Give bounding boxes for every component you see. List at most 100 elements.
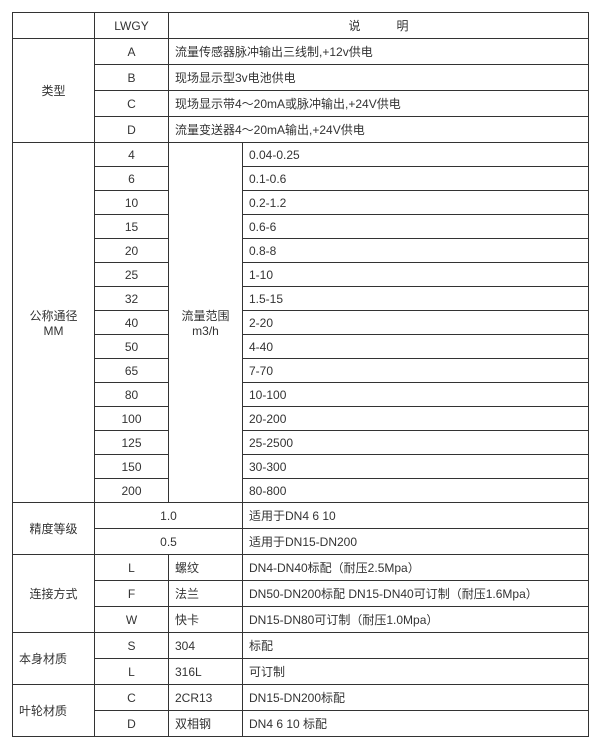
connection-row: W 快卡 DN15-DN80可订制（耐压1.0Mpa） xyxy=(13,607,589,633)
diameter-range: 30-300 xyxy=(243,455,589,479)
type-code: B xyxy=(95,65,169,91)
diameter-row: 100 20-200 xyxy=(13,407,589,431)
diameter-range: 25-2500 xyxy=(243,431,589,455)
accuracy-row: 0.5 适用于DN15-DN200 xyxy=(13,529,589,555)
connection-desc: DN15-DN80可订制（耐压1.0Mpa） xyxy=(243,607,589,633)
connection-code: F xyxy=(95,581,169,607)
diameter-range: 0.1-0.6 xyxy=(243,167,589,191)
diameter-range: 0.04-0.25 xyxy=(243,143,589,167)
body-material-code: S xyxy=(95,633,169,659)
type-desc: 流量变送器4～20mA输出,+24V供电 xyxy=(169,117,589,143)
diameter-row: 321.5-15 xyxy=(13,287,589,311)
impeller-material-type: 双相钢 xyxy=(169,711,243,737)
type-label: 类型 xyxy=(13,39,95,143)
diameter-row: 65 7-70 xyxy=(13,359,589,383)
table-header-row: LWGY 说 明 xyxy=(13,13,589,39)
header-desc: 说 明 xyxy=(169,13,589,39)
diameter-row: 6 0.1-0.6 xyxy=(13,167,589,191)
connection-desc: DN4-DN40标配（耐压2.5Mpa） xyxy=(243,555,589,581)
impeller-material-label: 叶轮材质 xyxy=(13,685,95,737)
impeller-material-code: C xyxy=(95,685,169,711)
diameter-label: 公称通径 MM xyxy=(13,143,95,503)
connection-code: L xyxy=(95,555,169,581)
diameter-label-1: 公称通径 xyxy=(19,307,88,324)
type-row: B 现场显示型3v电池供电 xyxy=(13,65,589,91)
accuracy-desc: 适用于DN4 6 10 xyxy=(243,503,589,529)
impeller-material-row: D 双相钢 DN4 6 10 标配 xyxy=(13,711,589,737)
type-code: A xyxy=(95,39,169,65)
diameter-row: 15 0.6-6 xyxy=(13,215,589,239)
body-material-desc: 标配 xyxy=(243,633,589,659)
spec-table: LWGY 说 明 类型 A 流量传感器脉冲输出三线制,+12v供电 B 现场显示… xyxy=(12,12,589,737)
body-material-desc: 可订制 xyxy=(243,659,589,685)
diameter-dn: 200 xyxy=(95,479,169,503)
connection-label: 连接方式 xyxy=(13,555,95,633)
connection-row: 连接方式 L 螺纹 DN4-DN40标配（耐压2.5Mpa） xyxy=(13,555,589,581)
range-label-1: 流量范围 xyxy=(175,307,236,324)
diameter-dn: 4 xyxy=(95,143,169,167)
diameter-dn: 125 xyxy=(95,431,169,455)
type-desc: 现场显示带4～20mA或脉冲输出,+24V供电 xyxy=(169,91,589,117)
type-row: 类型 A 流量传感器脉冲输出三线制,+12v供电 xyxy=(13,39,589,65)
impeller-material-type: 2CR13 xyxy=(169,685,243,711)
diameter-range: 20-200 xyxy=(243,407,589,431)
connection-row: F 法兰 DN50-DN200标配 DN15-DN40可订制（耐压1.6Mpa） xyxy=(13,581,589,607)
diameter-row: 8010-100 xyxy=(13,383,589,407)
connection-desc: DN50-DN200标配 DN15-DN40可订制（耐压1.6Mpa） xyxy=(243,581,589,607)
diameter-range: 7-70 xyxy=(243,359,589,383)
diameter-range: 0.6-6 xyxy=(243,215,589,239)
impeller-material-code: D xyxy=(95,711,169,737)
body-material-type: 316L xyxy=(169,659,243,685)
diameter-dn: 10 xyxy=(95,191,169,215)
diameter-dn: 25 xyxy=(95,263,169,287)
diameter-dn: 100 xyxy=(95,407,169,431)
body-material-label: 本身材质 xyxy=(13,633,95,685)
connection-type: 法兰 xyxy=(169,581,243,607)
diameter-dn: 50 xyxy=(95,335,169,359)
diameter-range: 2-20 xyxy=(243,311,589,335)
diameter-dn: 32 xyxy=(95,287,169,311)
diameter-dn: 15 xyxy=(95,215,169,239)
connection-type: 螺纹 xyxy=(169,555,243,581)
diameter-dn: 20 xyxy=(95,239,169,263)
accuracy-row: 精度等级 1.0 适用于DN4 6 10 xyxy=(13,503,589,529)
diameter-row: 50 4-40 xyxy=(13,335,589,359)
diameter-row: 125 25-2500 xyxy=(13,431,589,455)
accuracy-label: 精度等级 xyxy=(13,503,95,555)
impeller-material-desc: DN15-DN200标配 xyxy=(243,685,589,711)
header-model: LWGY xyxy=(95,13,169,39)
diameter-range: 0.8-8 xyxy=(243,239,589,263)
diameter-label-2: MM xyxy=(19,324,88,338)
type-row: D 流量变送器4～20mA输出,+24V供电 xyxy=(13,117,589,143)
diameter-row: 40 2-20 xyxy=(13,311,589,335)
body-material-row: L 316L 可订制 xyxy=(13,659,589,685)
body-material-code: L xyxy=(95,659,169,685)
accuracy-val: 1.0 xyxy=(95,503,243,529)
diameter-dn: 6 xyxy=(95,167,169,191)
header-blank xyxy=(13,13,95,39)
diameter-row: 200 80-800 xyxy=(13,479,589,503)
diameter-row: 20 0.8-8 xyxy=(13,239,589,263)
diameter-range: 80-800 xyxy=(243,479,589,503)
diameter-range: 1-10 xyxy=(243,263,589,287)
range-label-2: m3/h xyxy=(175,324,236,338)
accuracy-val: 0.5 xyxy=(95,529,243,555)
type-code: D xyxy=(95,117,169,143)
type-code: C xyxy=(95,91,169,117)
connection-type: 快卡 xyxy=(169,607,243,633)
type-desc: 流量传感器脉冲输出三线制,+12v供电 xyxy=(169,39,589,65)
diameter-dn: 65 xyxy=(95,359,169,383)
body-material-type: 304 xyxy=(169,633,243,659)
diameter-range: 4-40 xyxy=(243,335,589,359)
diameter-row: 100.2-1.2 xyxy=(13,191,589,215)
connection-code: W xyxy=(95,607,169,633)
type-desc: 现场显示型3v电池供电 xyxy=(169,65,589,91)
impeller-material-desc: DN4 6 10 标配 xyxy=(243,711,589,737)
impeller-material-row: 叶轮材质 C 2CR13 DN15-DN200标配 xyxy=(13,685,589,711)
diameter-dn: 150 xyxy=(95,455,169,479)
type-row: C 现场显示带4～20mA或脉冲输出,+24V供电 xyxy=(13,91,589,117)
diameter-dn: 80 xyxy=(95,383,169,407)
diameter-range-label: 流量范围 m3/h xyxy=(169,143,243,503)
diameter-dn: 40 xyxy=(95,311,169,335)
diameter-row: 25 1-10 xyxy=(13,263,589,287)
